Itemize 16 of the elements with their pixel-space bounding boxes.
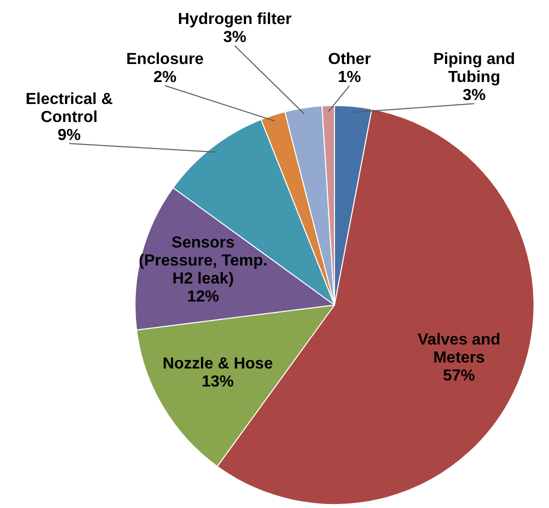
data-label: 3%	[462, 87, 486, 104]
data-label: 2%	[153, 69, 176, 86]
slice-label: Electrical & Control	[26, 90, 114, 126]
slice-label: Hydrogen filter	[178, 11, 292, 28]
data-label: 1%	[338, 69, 362, 86]
data-label: 9%	[58, 126, 81, 144]
data-label: 12%	[187, 288, 220, 306]
slice-label: Sensors (Pressure, Temp. H2 leak)	[138, 234, 268, 288]
slice-label: Piping and Tubing	[433, 51, 516, 86]
slice-label: Valves and Meters	[418, 331, 500, 366]
data-label: 3%	[223, 29, 246, 46]
data-label: 57%	[442, 367, 476, 384]
slice-label: Enclosure	[126, 51, 204, 68]
slice-label: Other	[328, 51, 371, 68]
data-label: 13%	[202, 373, 234, 390]
slice-label: Nozzle & Hose	[162, 355, 273, 372]
